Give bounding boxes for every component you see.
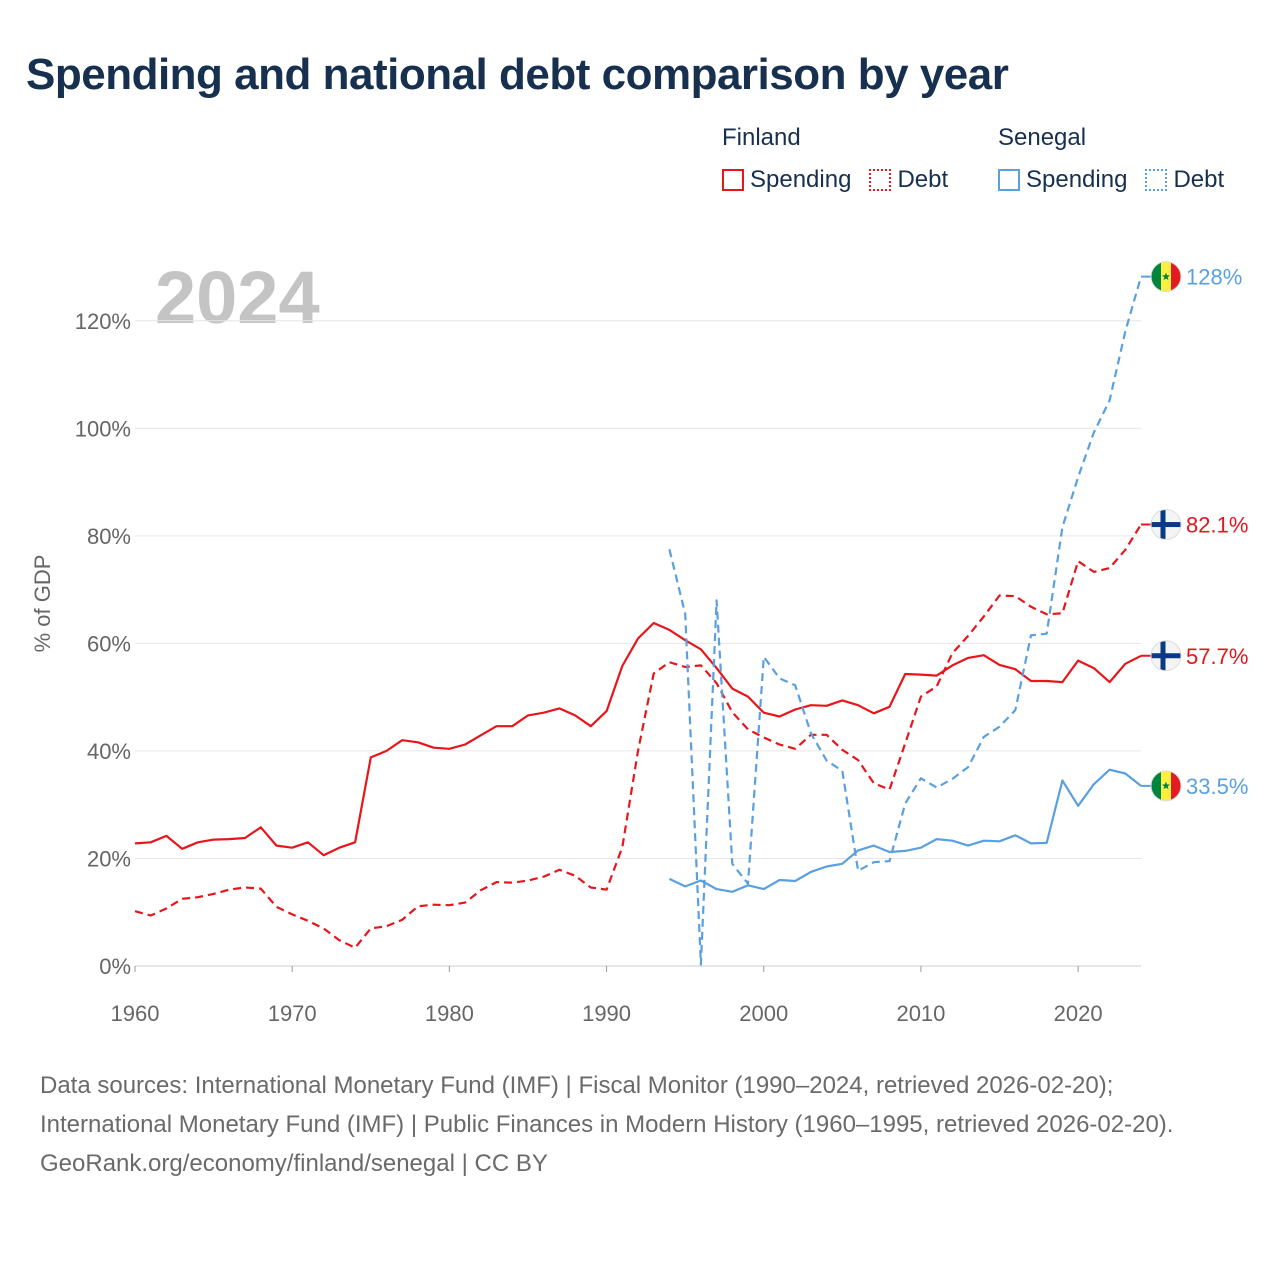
legend-swatch-solid-red [722,169,744,191]
y-tick-label: 20% [87,846,131,871]
x-tick-label: 2020 [1054,1001,1103,1026]
flag-star [1162,272,1170,281]
y-tick-label: 100% [75,416,131,441]
y-tick-label: 0% [99,954,131,979]
legend-label: Spending [750,166,852,193]
year-watermark: 2024 [155,256,320,339]
credit-link[interactable]: GeoRank.org/economy/finland/senegal | CC… [40,1150,548,1177]
data-sources: Data sources: International Monetary Fun… [40,1072,1174,1138]
legend-label: Spending [1026,166,1128,193]
legend-group-senegal: Senegal Spending Debt [998,124,1224,194]
legend-swatch-solid-blue [998,169,1020,191]
flag-fill [1151,261,1181,292]
legend-item-senegal-spending[interactable]: Spending [998,166,1127,194]
flag-cross-horizontal [1151,522,1181,528]
flag-fill [1151,770,1181,801]
x-tick-label: 1990 [582,1001,631,1026]
x-tick-label: 1960 [111,1001,160,1026]
flag-stripe-green [1151,770,1161,801]
legend-swatch-dotted-blue [1145,169,1168,191]
finland-flag-icon [1150,640,1182,672]
legend-group-finland: Finland Spending Debt [722,124,966,194]
y-tick-label: 40% [87,739,131,764]
flag-border [1150,509,1182,541]
end-value-label: 82.1% [1186,513,1248,538]
y-tick-label: 60% [87,631,131,656]
flag-cross-vertical [1160,640,1166,671]
legend-item-finland-spending[interactable]: Spending [722,166,851,194]
flag-stripe-green [1151,261,1161,292]
end-value-label: 33.5% [1186,774,1248,799]
finland-flag-icon [1150,509,1182,541]
legend-item-senegal-debt[interactable]: Debt [1145,166,1224,194]
senegal-flag-icon [1150,261,1182,293]
chart-title: Spending and national debt comparison by… [26,50,1009,99]
series-line-finland-debt [134,524,1142,949]
flag-border [1150,261,1182,293]
senegal-flag-icon [1150,770,1182,802]
legend-swatch-dotted-red [869,169,892,191]
y-tick-label: 120% [75,309,131,334]
y-tick-label: 80% [87,524,131,549]
end-value-label: 128% [1186,265,1242,290]
flag-star [1162,781,1170,790]
x-tick-label: 2000 [739,1001,788,1026]
flag-border [1150,640,1182,672]
series-line-finland-spending [134,621,1142,857]
flag-cross-vertical [1160,509,1166,540]
flag-cross-horizontal [1151,653,1181,659]
legend-country-finland: Finland [722,124,801,151]
legend-country-senegal: Senegal [998,124,1087,151]
series-line-senegal-spending [668,768,1142,893]
flag-fill [1151,640,1181,671]
end-value-label: 57.7% [1186,644,1248,669]
flag-stripe-red [1171,770,1181,801]
line-chart: 2024 0% 20% 40% 60% 80% 100% 120% 1960 1970 1980 19… [30,256,1248,1026]
flag-fill [1151,509,1181,540]
legend-item-finland-debt[interactable]: Debt [869,166,948,194]
flag-stripe-red [1171,261,1181,292]
series-line-senegal-debt [668,276,1143,966]
legend-label: Debt [1173,166,1225,193]
legend-label: Debt [897,166,949,193]
footer: Data sources: International Monetary Fun… [40,1066,1240,1183]
y-axis-label: % of GDP [30,555,55,653]
x-tick-label: 2010 [896,1001,945,1026]
x-tick-label: 1980 [425,1001,474,1026]
flag-border [1150,770,1182,802]
x-tick-label: 1970 [268,1001,317,1026]
